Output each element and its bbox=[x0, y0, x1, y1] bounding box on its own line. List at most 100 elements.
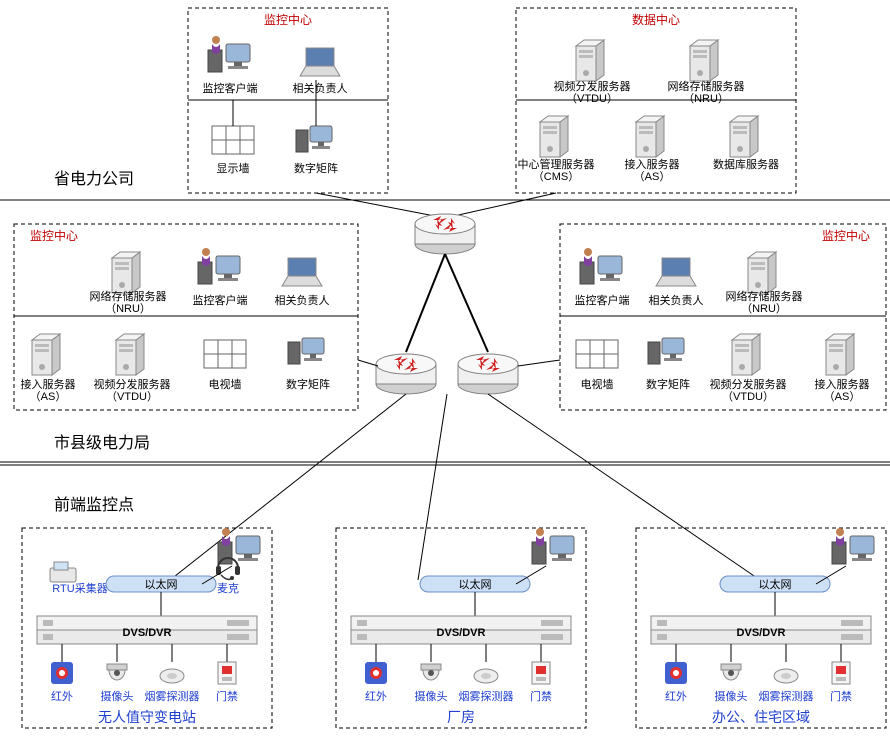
icon-wall bbox=[204, 340, 246, 368]
server-icon bbox=[116, 334, 144, 375]
icon-ir bbox=[51, 662, 73, 684]
lbl-mr-as2: （AS） bbox=[824, 390, 861, 403]
router-left-icon bbox=[376, 354, 436, 394]
lbl-ml-as2: （AS） bbox=[30, 390, 67, 403]
lbl-cms: 中心管理服务器 bbox=[518, 157, 595, 171]
lbl-mr-vtdu: 视频分发服务器 bbox=[710, 377, 787, 391]
server-icon bbox=[576, 40, 604, 81]
icon-ir bbox=[365, 662, 387, 684]
lbl-vtdu: 视频分发服务器 bbox=[554, 79, 631, 93]
section-provincial: 省电力公司 bbox=[54, 170, 134, 188]
lbl-ir: 红外 bbox=[365, 690, 387, 703]
lbl-ml-person: 相关负责人 bbox=[275, 293, 330, 307]
icon-door bbox=[532, 662, 550, 684]
lbl-ir: 红外 bbox=[665, 690, 687, 703]
lbl-ml-nru2: （NRU） bbox=[105, 302, 151, 315]
router-top-icon bbox=[415, 214, 475, 254]
server-icon bbox=[732, 334, 760, 375]
icon-smoke bbox=[474, 669, 498, 683]
lbl-as: 接入服务器 bbox=[625, 158, 680, 171]
lbl-ml-vtdu: 视频分发服务器 bbox=[94, 377, 171, 391]
server-icon bbox=[540, 116, 568, 157]
router-right-icon bbox=[458, 354, 518, 394]
lbl-smoke: 烟雾探测器 bbox=[759, 689, 814, 703]
server-icon bbox=[730, 116, 758, 157]
lbl-door: 门禁 bbox=[830, 689, 852, 703]
lbl-ml-client: 监控客户端 bbox=[193, 293, 248, 307]
icon-laptop bbox=[300, 48, 340, 76]
lbl-cam: 摄像头 bbox=[101, 689, 134, 703]
icon-client bbox=[580, 248, 622, 284]
lbl-vtdu2: （VTDU） bbox=[566, 92, 618, 105]
lbl-eth: 以太网 bbox=[759, 578, 792, 591]
icon-pc-matrix bbox=[288, 338, 324, 364]
lbl-mr-person: 相关负责人 bbox=[649, 293, 704, 307]
lbl-door: 门禁 bbox=[530, 689, 552, 703]
server-icon bbox=[690, 40, 718, 81]
lbl-ml-nru: 网络存储服务器 bbox=[90, 289, 167, 303]
icon-pc-matrix bbox=[296, 126, 332, 152]
icon-laptop bbox=[656, 258, 696, 286]
lbl-smoke: 烟雾探测器 bbox=[459, 689, 514, 703]
lbl-ml-matrix: 数字矩阵 bbox=[286, 377, 330, 391]
lbl-mr-nru2: （NRU） bbox=[741, 302, 787, 315]
title-monitor-center: 监控中心 bbox=[264, 12, 312, 27]
lbl-mic: 麦克 bbox=[217, 582, 239, 595]
lbl-top-client: 监控客户端 bbox=[203, 81, 258, 95]
lbl-top-matrix: 数字矩阵 bbox=[294, 161, 338, 175]
icon-pc-matrix bbox=[648, 338, 684, 364]
lbl-eth: 以太网 bbox=[459, 578, 492, 591]
lbl-mr-wall: 电视墙 bbox=[581, 377, 614, 391]
server-icon bbox=[748, 252, 776, 293]
lbl-dvsdvr: DVS/DVR bbox=[437, 627, 486, 639]
icon-ir bbox=[665, 662, 687, 684]
lbl-cam: 摄像头 bbox=[415, 689, 448, 703]
lbl-ml-vtdu2: （VTDU） bbox=[106, 390, 158, 403]
lbl-mr-client: 监控客户端 bbox=[575, 293, 630, 307]
title-data-center: 数据中心 bbox=[632, 12, 680, 27]
server-icon bbox=[32, 334, 60, 375]
icon-smoke bbox=[160, 669, 184, 683]
lbl-rtu: RTU采集器 bbox=[52, 581, 107, 595]
lbl-top-person: 相关负责人 bbox=[293, 81, 348, 95]
lbl-top-wall: 显示墙 bbox=[217, 161, 250, 175]
icon-laptop bbox=[282, 258, 322, 286]
lbl-mr-matrix: 数字矩阵 bbox=[646, 377, 690, 391]
lbl-as2: （AS） bbox=[634, 170, 671, 183]
icon-rtu bbox=[50, 562, 76, 582]
lbl-eth: 以太网 bbox=[145, 578, 178, 591]
lbl-nru: 网络存储服务器 bbox=[668, 79, 745, 93]
lbl-door: 门禁 bbox=[216, 689, 238, 703]
lbl-cam: 摄像头 bbox=[715, 689, 748, 703]
lbl-site-title: 办公、住宅区域 bbox=[712, 709, 810, 725]
icon-cam bbox=[721, 664, 741, 680]
server-icon bbox=[826, 334, 854, 375]
lbl-ml-wall: 电视墙 bbox=[209, 377, 242, 391]
lbl-mr-as: 接入服务器 bbox=[815, 378, 870, 391]
lbl-dvsdvr: DVS/DVR bbox=[123, 627, 172, 639]
icon-smoke bbox=[774, 669, 798, 683]
lbl-smoke: 烟雾探测器 bbox=[145, 689, 200, 703]
lbl-db: 数据库服务器 bbox=[713, 157, 779, 171]
section-county: 市县级电力局 bbox=[54, 434, 150, 452]
lbl-nru2: （NRU） bbox=[683, 92, 729, 105]
lbl-dvsdvr: DVS/DVR bbox=[737, 627, 786, 639]
title-mid-right: 监控中心 bbox=[822, 228, 870, 243]
lbl-site-title: 无人值守变电站 bbox=[98, 709, 196, 725]
icon-client bbox=[832, 528, 874, 564]
server-icon bbox=[112, 252, 140, 293]
icon-door bbox=[218, 662, 236, 684]
section-frontend: 前端监控点 bbox=[54, 496, 134, 514]
icon-client bbox=[532, 528, 574, 564]
icon-wall bbox=[576, 340, 618, 368]
icon-wall bbox=[212, 126, 254, 154]
lbl-ml-as: 接入服务器 bbox=[21, 378, 76, 391]
icon-client bbox=[198, 248, 240, 284]
server-icon bbox=[636, 116, 664, 157]
icon-cam bbox=[421, 664, 441, 680]
lbl-cms2: （CMS） bbox=[533, 170, 579, 183]
icon-door bbox=[832, 662, 850, 684]
lbl-site-title: 厂房 bbox=[447, 709, 475, 725]
lbl-ir: 红外 bbox=[51, 690, 73, 703]
lbl-mr-vtdu2: （VTDU） bbox=[722, 390, 774, 403]
